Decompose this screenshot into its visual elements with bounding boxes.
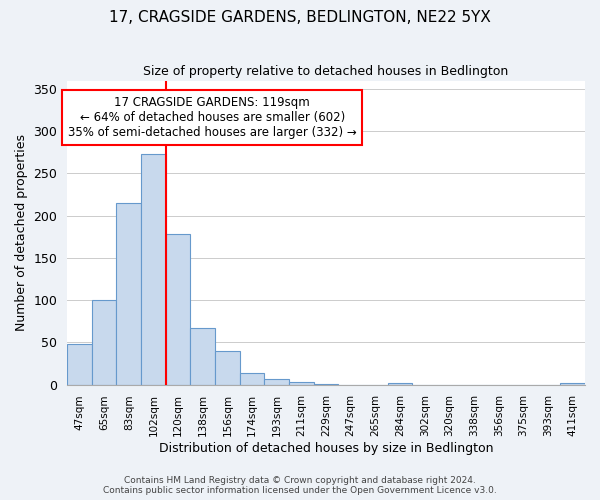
Text: 17 CRAGSIDE GARDENS: 119sqm
← 64% of detached houses are smaller (602)
35% of se: 17 CRAGSIDE GARDENS: 119sqm ← 64% of det…	[68, 96, 356, 139]
Bar	[265, 378, 289, 384]
Bar	[289, 382, 314, 384]
Bar	[190, 328, 215, 384]
Bar	[240, 373, 265, 384]
Bar	[388, 383, 412, 384]
Text: 17, CRAGSIDE GARDENS, BEDLINGTON, NE22 5YX: 17, CRAGSIDE GARDENS, BEDLINGTON, NE22 5…	[109, 10, 491, 25]
Bar	[141, 154, 166, 384]
Title: Size of property relative to detached houses in Bedlington: Size of property relative to detached ho…	[143, 65, 509, 78]
Y-axis label: Number of detached properties: Number of detached properties	[15, 134, 28, 331]
Bar	[92, 300, 116, 384]
Bar	[560, 383, 585, 384]
Text: Contains HM Land Registry data © Crown copyright and database right 2024.
Contai: Contains HM Land Registry data © Crown c…	[103, 476, 497, 495]
Bar	[116, 203, 141, 384]
X-axis label: Distribution of detached houses by size in Bedlington: Distribution of detached houses by size …	[159, 442, 493, 455]
Bar	[67, 344, 92, 385]
Bar	[215, 351, 240, 384]
Bar	[166, 234, 190, 384]
